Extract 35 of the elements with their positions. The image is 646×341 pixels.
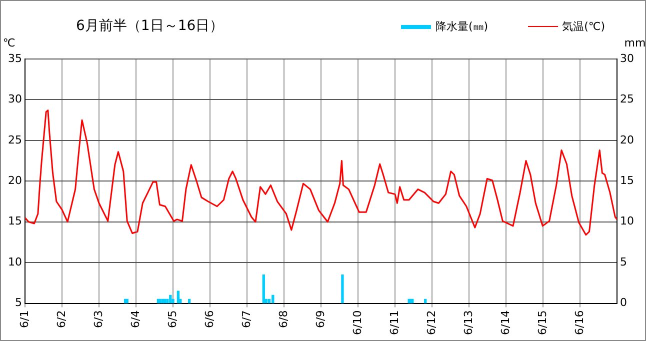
x-tick-label: 6/9 — [314, 310, 327, 328]
x-tick-label: 6/1 — [18, 310, 31, 328]
y2-tick-label: 20 — [620, 133, 634, 146]
x-tick-label: 6/3 — [92, 310, 105, 328]
y2-tick-label: 25 — [620, 92, 634, 106]
x-tick-label: 6/4 — [128, 310, 142, 328]
x-tick-label: 6/14 — [498, 310, 512, 335]
x-tick-label: 6/16 — [572, 310, 586, 335]
x-tick-label: 6/13 — [462, 310, 475, 335]
chart-title: 6月前半（1日～16日） — [76, 17, 224, 35]
x-tick-label: 6/6 — [202, 310, 216, 328]
y2-tick-label: 30 — [620, 52, 634, 65]
x-tick-label: 6/8 — [276, 310, 290, 328]
x-tick-label: 6/11 — [388, 310, 401, 335]
x-tick-label: 6/7 — [240, 310, 253, 328]
x-tick-label: 6/10 — [350, 310, 364, 335]
y-tick-label: 30 — [8, 92, 22, 106]
y-tick-label: 10 — [8, 255, 22, 268]
legend-label: 気温(℃) — [562, 19, 605, 34]
x-tick-label: 6/5 — [166, 310, 179, 328]
y-tick-label: 5 — [14, 296, 22, 310]
x-tick-label: 6/15 — [536, 310, 549, 335]
y2-tick-label: 15 — [620, 174, 634, 188]
y-axis-title: ℃ — [2, 36, 16, 50]
legend-label: 降水量(㎜) — [435, 19, 488, 34]
y-tick-label: 20 — [8, 174, 22, 188]
y-tick-label: 35 — [8, 52, 22, 65]
x-tick-label: 6/2 — [54, 310, 68, 328]
y2-tick-label: 5 — [620, 255, 628, 268]
y-tick-label: 25 — [8, 133, 22, 146]
x-tick-label: 6/12 — [424, 310, 438, 335]
y2-tick-label: 0 — [620, 296, 628, 310]
y-tick-label: 15 — [8, 214, 22, 228]
y2-axis-title: mm — [624, 36, 646, 50]
y2-tick-label: 10 — [620, 214, 634, 228]
